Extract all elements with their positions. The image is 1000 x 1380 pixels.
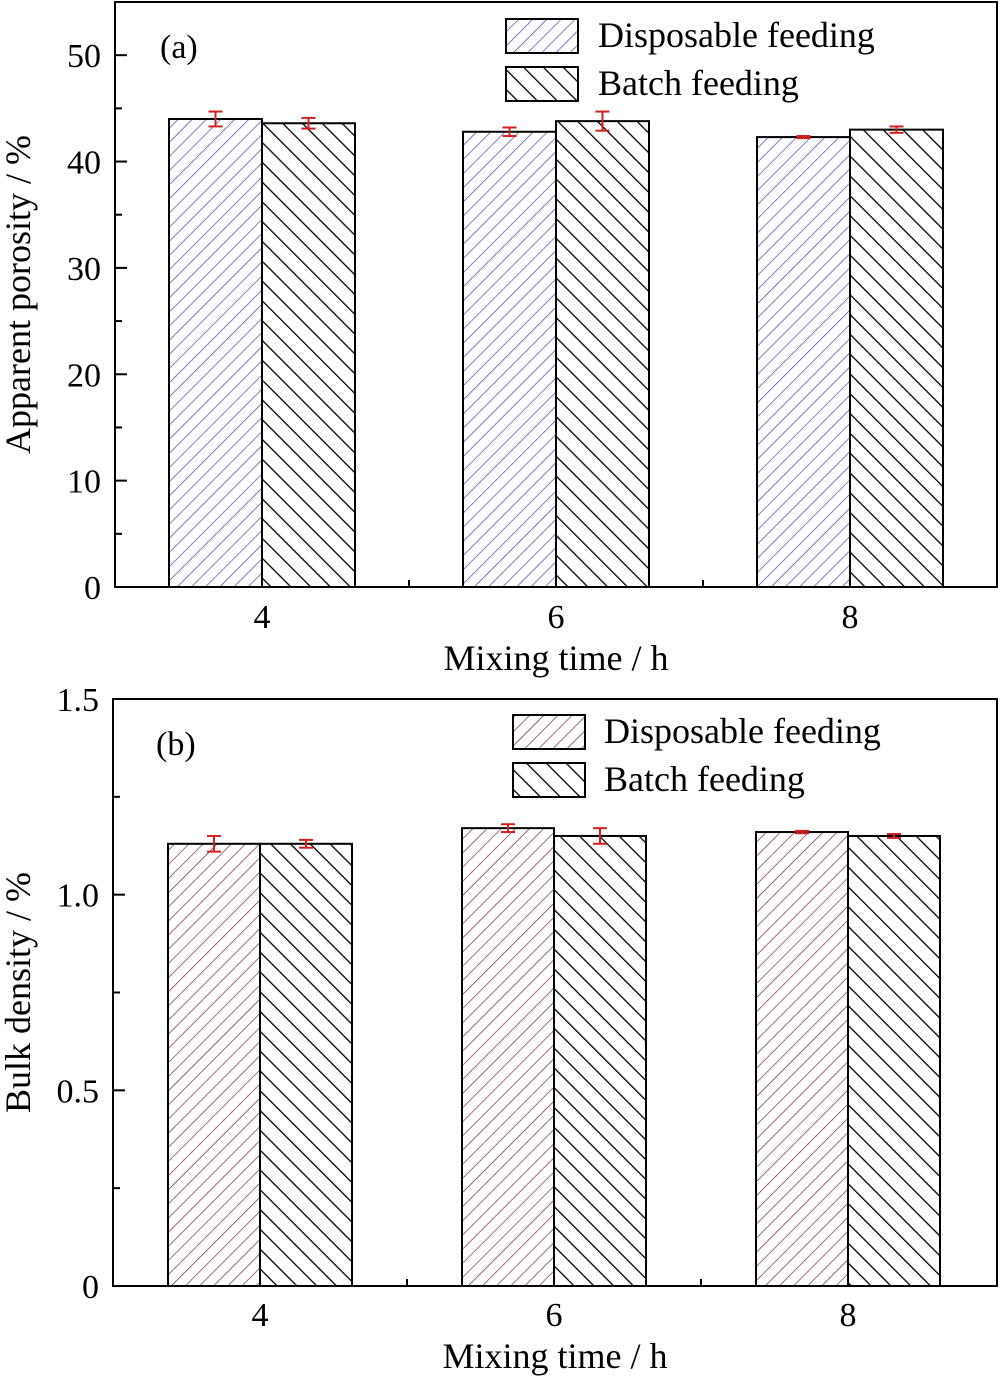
y-tick-label: 1.0 xyxy=(57,878,100,915)
legend-label: Batch feeding xyxy=(598,63,799,103)
x-tick-label: 8 xyxy=(842,599,859,636)
y-tick-label: 40 xyxy=(67,145,101,182)
error-bar xyxy=(301,116,316,130)
x-tick-label: 6 xyxy=(548,599,565,636)
x-tick-label: 4 xyxy=(254,599,271,636)
bar xyxy=(849,128,944,589)
panel-label: (a) xyxy=(160,29,198,66)
bar xyxy=(462,130,557,588)
x-axis-label: Mixing time / h xyxy=(444,638,669,678)
panel-label: (b) xyxy=(156,726,196,763)
bar xyxy=(847,834,941,1287)
error-bar xyxy=(595,110,610,132)
legend-label: Disposable feeding xyxy=(598,15,875,55)
chart-panel-b: 0 0.5 1.0 1.5 4 6 8 Mixing time / h Bulk density… xyxy=(0,682,998,1376)
error-bar xyxy=(887,833,901,839)
legend-swatch xyxy=(512,714,586,750)
y-tick-label: 10 xyxy=(67,464,101,501)
bar xyxy=(755,831,849,1287)
error-bar xyxy=(796,135,811,140)
bar xyxy=(261,122,356,588)
bar xyxy=(259,842,353,1287)
x-axis-label: Mixing time / h xyxy=(443,1336,668,1376)
error-bar xyxy=(593,827,607,845)
bar xyxy=(756,136,851,588)
error-bar xyxy=(795,829,809,835)
legend-label: Disposable feeding xyxy=(604,711,881,751)
error-bar xyxy=(207,834,221,853)
bar xyxy=(555,120,650,589)
y-tick-label: 0 xyxy=(84,570,101,607)
x-tick-label: 8 xyxy=(840,1297,857,1334)
bar xyxy=(461,827,555,1287)
y-tick-label: 30 xyxy=(67,251,101,288)
error-bar xyxy=(208,110,223,128)
y-tick-label: 1.5 xyxy=(57,682,100,719)
y-tick-label: 0 xyxy=(82,1269,99,1306)
bar xyxy=(168,118,263,588)
y-axis-label: Bulk density / % xyxy=(0,872,38,1113)
chart-panel-a: 0 10 20 30 40 50 4 6 8 Mixing time / h Apparent po… xyxy=(0,1,998,678)
x-tick-label: 6 xyxy=(546,1297,563,1334)
error-bar xyxy=(299,838,313,849)
error-bar xyxy=(889,125,904,134)
error-bar xyxy=(501,823,515,834)
y-tick-label: 0.5 xyxy=(57,1073,100,1110)
y-axis-label: Apparent porosity / % xyxy=(0,135,38,454)
legend-swatch xyxy=(512,762,586,798)
error-bar xyxy=(502,126,517,138)
bar xyxy=(553,834,647,1287)
legend-swatch xyxy=(505,18,579,54)
legend-label: Batch feeding xyxy=(604,759,805,799)
y-tick-label: 50 xyxy=(67,38,101,75)
bar xyxy=(167,842,261,1287)
x-tick-label: 4 xyxy=(252,1297,269,1334)
legend-swatch xyxy=(505,66,579,102)
y-tick-label: 20 xyxy=(67,357,101,394)
